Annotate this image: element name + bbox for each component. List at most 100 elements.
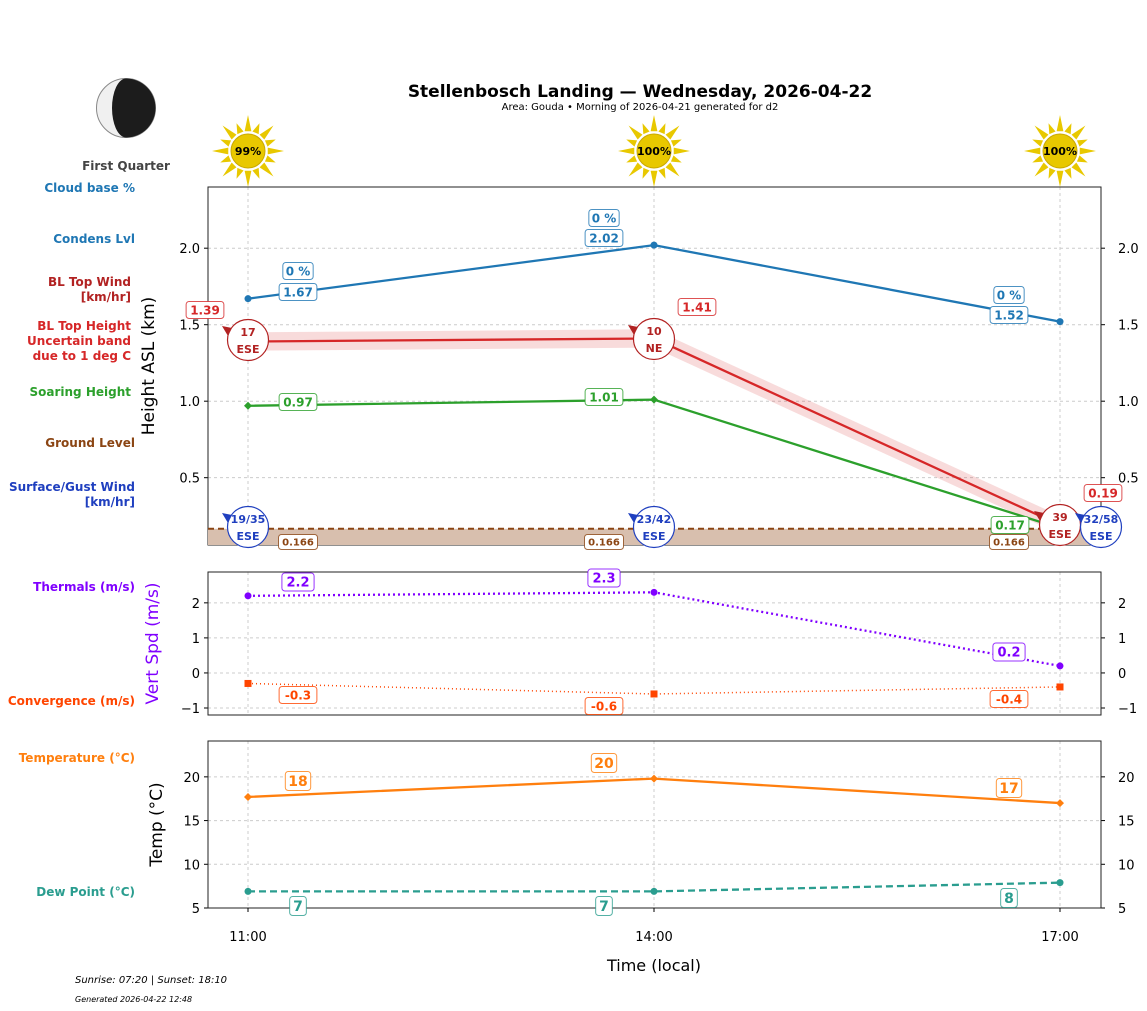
convergence-label: -0.4 bbox=[996, 692, 1022, 706]
temperature-label-box bbox=[284, 771, 312, 791]
sun-ray bbox=[244, 115, 252, 132]
soaring-label-box bbox=[278, 393, 318, 411]
y-tick-label: 1.0 bbox=[179, 395, 200, 410]
generated-time: Generated 2026-04-22 12:48 bbox=[75, 995, 193, 1004]
sun-ray bbox=[220, 155, 232, 163]
row-label-thermal: Thermals (m/s) bbox=[33, 580, 135, 594]
sun-ray bbox=[1056, 115, 1064, 132]
surface-wind-circle bbox=[632, 505, 676, 549]
sun-ray bbox=[1079, 147, 1096, 155]
sun-ray bbox=[1048, 123, 1056, 135]
wind-arrow-icon bbox=[628, 513, 638, 523]
sun-ray bbox=[220, 139, 232, 147]
thermal-label: 2.3 bbox=[592, 572, 615, 587]
moon-icon bbox=[96, 78, 156, 138]
temperature-point bbox=[244, 792, 252, 801]
sun-icon bbox=[1024, 115, 1096, 187]
sun-ray bbox=[1032, 139, 1044, 147]
bl-wind-speed: 39 bbox=[1052, 511, 1067, 524]
sun-ray bbox=[252, 167, 260, 179]
sun-disc bbox=[636, 133, 672, 169]
temperature-label: 18 bbox=[288, 774, 307, 790]
surface-wind-direction: ESE bbox=[643, 530, 666, 543]
y-tick-label-right: 2.0 bbox=[1118, 242, 1139, 257]
bl-top-label-box bbox=[677, 298, 717, 316]
sun-ray bbox=[1048, 167, 1056, 179]
ground-label-box bbox=[278, 534, 318, 550]
axes-frame bbox=[207, 571, 1102, 716]
y-tick-label: 2 bbox=[192, 597, 200, 612]
thermals-point bbox=[244, 592, 252, 600]
thermals-point bbox=[1056, 662, 1064, 670]
soaring-height-point bbox=[244, 401, 252, 410]
sun-ray bbox=[670, 155, 682, 163]
cloud-base-point bbox=[650, 241, 658, 249]
sun-disc bbox=[1042, 133, 1078, 169]
dew-point-label-box bbox=[595, 896, 613, 916]
sun-ray bbox=[1076, 155, 1088, 163]
thermals-point bbox=[650, 588, 658, 596]
y-tick-label: 2.0 bbox=[179, 242, 200, 257]
y-tick-label: 10 bbox=[183, 858, 200, 873]
convergence-label: -0.6 bbox=[591, 699, 617, 713]
surface-wind-direction: ESE bbox=[1090, 530, 1113, 543]
sun-ray bbox=[626, 139, 638, 147]
y-tick-label-right: 1 bbox=[1118, 632, 1126, 647]
surface-wind-circle bbox=[1079, 505, 1123, 549]
chart-title: Stellenbosch Landing — Wednesday, 2026-0… bbox=[407, 82, 873, 102]
x-tick-label: 11:00 bbox=[229, 930, 266, 945]
sun-icon bbox=[212, 115, 284, 187]
bl-top-label: 0.19 bbox=[1088, 486, 1118, 500]
sun-ray bbox=[628, 162, 643, 177]
surface-wind-speed: 23/42 bbox=[637, 513, 672, 526]
sun-ray bbox=[222, 162, 237, 177]
y-tick-label-right: 5 bbox=[1118, 902, 1126, 917]
surface-wind-direction: ESE bbox=[237, 530, 260, 543]
temperature-point bbox=[650, 774, 658, 783]
y-tick-label-right: 0.5 bbox=[1118, 472, 1139, 487]
y-tick-label-right: 10 bbox=[1118, 858, 1135, 873]
dew-point-line bbox=[248, 881, 1061, 893]
sun-ray bbox=[212, 147, 229, 155]
cloud-base-point bbox=[244, 295, 252, 303]
sun-ray bbox=[650, 170, 658, 187]
sun-percent-label: 100% bbox=[637, 145, 671, 158]
thermal-label: 2.2 bbox=[286, 576, 309, 591]
bl-uncertainty-band bbox=[248, 329, 1060, 535]
sun-ray bbox=[1071, 162, 1086, 177]
thermal-label: 0.2 bbox=[997, 646, 1020, 661]
wind-arrow-icon bbox=[222, 513, 232, 523]
row-label-bl-wind: BL Top Wind [km/hr] bbox=[47, 275, 131, 304]
cloud-base-label-box bbox=[584, 229, 624, 247]
sun-ray bbox=[658, 167, 666, 179]
convergence-point bbox=[244, 679, 252, 687]
y-tick-label-right: 1.5 bbox=[1118, 319, 1139, 334]
convergence-line bbox=[247, 682, 1061, 695]
sun-percent-label: 99% bbox=[235, 145, 261, 158]
y-tick-label-right: 2 bbox=[1118, 597, 1126, 612]
wind-arrow-icon bbox=[628, 325, 638, 335]
y-tick-label: 5 bbox=[192, 902, 200, 917]
y-tick-label-right: 15 bbox=[1118, 815, 1135, 830]
cloud-base-point bbox=[1056, 318, 1064, 326]
moon-phase-label: First Quarter bbox=[82, 159, 170, 173]
y-tick-label: 0.5 bbox=[179, 472, 200, 487]
sun-ray bbox=[658, 123, 666, 135]
sun-ray bbox=[665, 162, 680, 177]
row-label-surface: Surface/Gust Wind [km/hr] bbox=[9, 480, 135, 509]
row-label-bl-height: BL Top Height Uncertain band due to 1 de… bbox=[27, 319, 131, 363]
sun-ray bbox=[1064, 167, 1072, 179]
cloud-pct-label-box bbox=[588, 209, 620, 227]
ground-label-box bbox=[989, 534, 1029, 550]
dew-point-label: 7 bbox=[599, 899, 609, 915]
cloud-pct-label: 0 % bbox=[997, 288, 1022, 302]
soaring-label: 0.17 bbox=[995, 518, 1025, 532]
x-axis-label: Time (local) bbox=[606, 956, 701, 975]
cloud-pct-label-box bbox=[993, 286, 1025, 304]
sun-ray bbox=[642, 123, 650, 135]
sun-ray bbox=[259, 125, 274, 140]
surface-wind-circle bbox=[226, 505, 270, 549]
dew-point-label: 8 bbox=[1004, 891, 1014, 907]
temperature-label: 20 bbox=[594, 756, 614, 772]
